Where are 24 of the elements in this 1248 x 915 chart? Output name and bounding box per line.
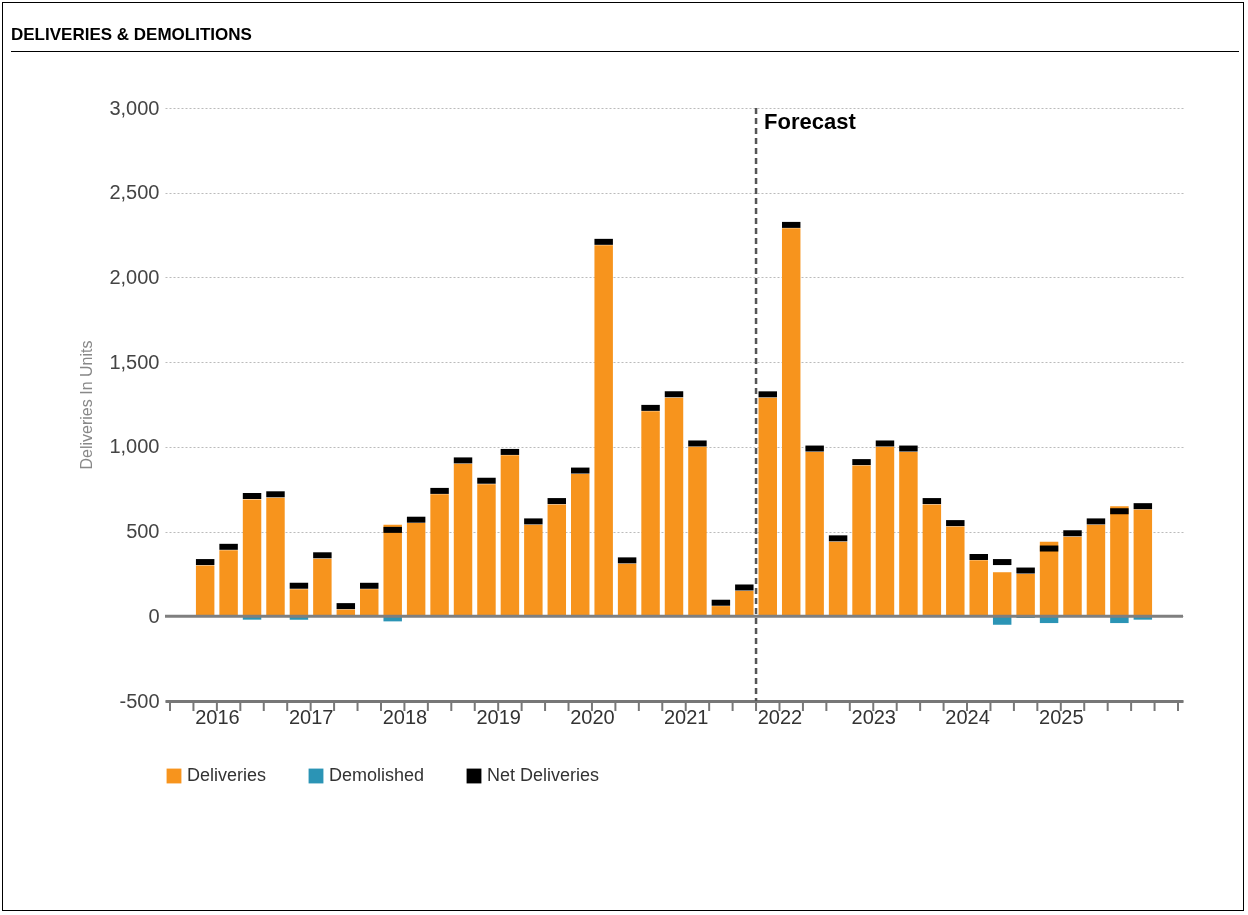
y-tick-label: -500 — [119, 689, 160, 712]
x-tick-label: 2016 — [195, 705, 240, 728]
x-tick-label: 2022 — [757, 705, 803, 728]
x-tick-label: 2017 — [288, 705, 334, 728]
y-tick-label: 500 — [126, 520, 160, 543]
legend-label: Deliveries — [187, 765, 267, 785]
chart-title: DELIVERIES & DEMOLITIONS — [11, 25, 1239, 52]
y-tick-label: 1,500 — [109, 350, 160, 373]
x-tick-label: 2023 — [851, 705, 897, 728]
y-axis-title: Deliveries In Units — [78, 340, 96, 470]
y-tick-label: 2,500 — [109, 181, 160, 204]
y-tick-label: 2,000 — [109, 265, 160, 288]
x-tick-label: 2024 — [945, 705, 990, 728]
y-tick-label: 1,000 — [109, 435, 160, 458]
ref-line-label: Forecast — [764, 109, 857, 134]
x-tick-label: 2019 — [476, 705, 521, 728]
legend-label: Demolished — [329, 765, 425, 785]
x-tick-label: 2020 — [570, 705, 615, 728]
legend-label: Net Deliveries — [487, 765, 600, 785]
y-tick-label: 3,000 — [109, 96, 160, 119]
y-tick-label: 0 — [148, 604, 160, 627]
x-tick-label: 2025 — [1039, 705, 1084, 728]
x-tick-label: 2018 — [382, 705, 428, 728]
x-tick-label: 2021 — [663, 705, 709, 728]
